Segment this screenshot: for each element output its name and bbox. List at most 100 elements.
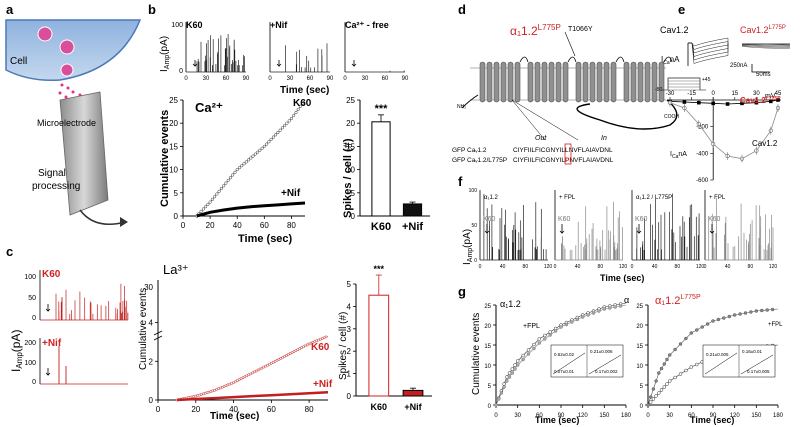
data-point (532, 342, 536, 347)
panel-b-label: b (148, 2, 156, 17)
panel-c: c IAmp(pA) 100 50 0 200 100 0 K60 +Nif 0… (6, 244, 432, 422)
seq-label-mut: GFP Caᵥ1.2/L775P (452, 157, 507, 164)
iv-x-tick-label: -15 (687, 91, 696, 97)
f-x-tick-label: 120 (619, 264, 628, 270)
data-point (494, 403, 498, 407)
data-point (224, 181, 228, 185)
data-point (575, 317, 580, 322)
x-tick-label: 80 (287, 221, 296, 230)
mutation-label: T1066Y (568, 26, 593, 33)
wt-current-trace (688, 42, 729, 54)
transmembrane-segment (500, 61, 507, 103)
f-trace-2-spikes (636, 193, 700, 260)
c-cum-xlabel: Time (sec) (210, 411, 259, 422)
iv-wt-label: Cav1.2 (752, 139, 778, 148)
data-point (253, 152, 257, 156)
data-point (665, 357, 669, 362)
bar-y-tick-label: 0 (347, 392, 352, 401)
c-cum-title: La³⁺ (163, 262, 189, 277)
trace-title-k60: K60 (186, 20, 203, 30)
data-point (274, 133, 278, 137)
panel-e-label: e (678, 2, 685, 17)
c-cum-ylabel: Cumulative events (138, 288, 149, 370)
data-point (553, 329, 558, 333)
iv-point-mut (776, 98, 780, 102)
cum-k60-label: K60 (293, 98, 312, 109)
iv-x-tick-label: -30 (666, 91, 675, 97)
seq-wt: CIYFIILFICGNYILLNVFLAIAVDNL (513, 147, 613, 154)
g-right-xlabel: Time (sec) (690, 415, 734, 425)
data-point (667, 379, 672, 383)
mut-current-trace (741, 45, 791, 48)
pore-loop (567, 56, 577, 63)
signal-label: Signal (38, 168, 66, 179)
data-point (222, 184, 226, 188)
bar-category-label: K60 (371, 402, 388, 412)
transmembrane-segment (541, 61, 548, 103)
data-point (548, 330, 552, 334)
data-point (678, 342, 683, 346)
bar-+Nif (402, 203, 423, 217)
inset-value: 0.17±0.005 (747, 369, 770, 374)
c-trace-ylabel: IAmp(pA) (9, 330, 24, 372)
data-point (324, 335, 328, 339)
inset-value: 0.16±0.01 (742, 349, 762, 354)
c-trace-nif-spikes (58, 346, 67, 384)
data-point (700, 325, 704, 329)
data-point (684, 336, 688, 341)
mutation-pointer (564, 31, 576, 57)
data-point (278, 128, 282, 132)
iv-point-mut (682, 100, 687, 104)
inset-value: 0.07±0.01 (554, 369, 574, 374)
data-point (228, 176, 232, 180)
data-point (732, 313, 737, 317)
y-tick-label: 25 (484, 304, 491, 310)
data-point (673, 375, 677, 380)
data-point (267, 140, 271, 144)
data-point (289, 117, 293, 121)
x-tick-label: 60 (536, 413, 543, 419)
data-point (521, 357, 525, 362)
data-point (237, 166, 242, 170)
bar-y-tick-label: 5 (347, 280, 352, 289)
wt-current-trace (688, 42, 729, 57)
f-x-tick-label: 40 (500, 264, 506, 270)
trace-xtick: 30 (287, 76, 294, 82)
x-tick-label: 30 (666, 413, 673, 419)
data-point (570, 320, 574, 324)
y-tick-label: 0 (149, 396, 154, 405)
data-point (586, 313, 590, 317)
data-point (651, 387, 656, 391)
transmembrane-segment (644, 61, 651, 103)
inset-fit-line (588, 354, 622, 375)
data-point (602, 307, 607, 311)
trace-xtick: 30 (203, 76, 210, 82)
trace-xtick: 60 (223, 76, 230, 82)
bar-y-tick-label: 5 (351, 189, 356, 198)
wt-current-trace (688, 42, 729, 64)
transmembrane-segment (596, 61, 603, 103)
data-point (244, 160, 248, 164)
g-left-chart: 0 5 10 15 20 25 0 30 60 90 120 150 180 0.52±0.02 0.21±… (484, 302, 632, 419)
iv-curve-chart: -30 -15 0 15 30 45 -200 -400 -600 (666, 91, 782, 184)
panel-d: d α₁1.2L775P T1066Y NH₂ COOH Out In GFP … (452, 2, 679, 165)
pore-loop (615, 56, 625, 63)
data-point (265, 142, 269, 146)
f-x-tick-label: 0 (554, 264, 557, 270)
transmembrane-segment (493, 61, 500, 103)
c-trace-k60-label: K60 (42, 269, 61, 280)
data-point (689, 331, 694, 335)
panel-a-label: a (6, 2, 14, 17)
transmembrane-segment (623, 61, 630, 103)
x-tick-label: 60 (260, 221, 269, 230)
bar-y-tick-label: 15 (346, 142, 355, 151)
scale-bar (751, 64, 770, 73)
microelectrode (59, 91, 109, 216)
arrow-icon (709, 224, 715, 234)
e-right-title: Cav1.2L775P (740, 25, 786, 35)
data-point (496, 397, 501, 401)
pore-loop (519, 56, 529, 63)
c-ytick: 0 (32, 315, 36, 322)
b-trace-plots: 0 30 60 90 0 30 60 90 0 30 60 90 (184, 22, 409, 82)
x-tick-label: 90 (710, 413, 717, 419)
